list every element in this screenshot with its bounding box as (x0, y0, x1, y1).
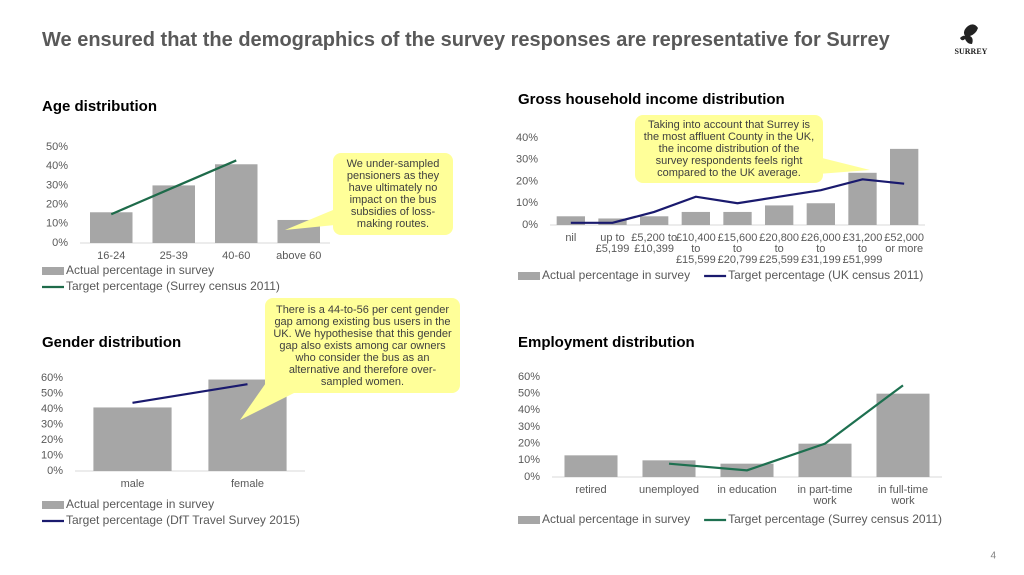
y-tick-label: 40% (41, 403, 63, 415)
bar (681, 211, 710, 225)
y-tick-label: 0% (522, 219, 538, 231)
y-tick-label: 20% (516, 175, 538, 187)
legend-label: Target percentage (Surrey census 2011) (728, 512, 942, 526)
y-tick-label: 20% (46, 199, 68, 211)
logo-icon (960, 24, 978, 44)
y-tick-label: 0% (52, 237, 68, 249)
legend-swatch (518, 272, 540, 280)
x-tick-label: male (121, 478, 145, 490)
x-tick-label: 40-60 (222, 250, 250, 262)
legend-swatch (42, 267, 64, 275)
legend-label: Actual percentage in survey (542, 268, 690, 282)
y-tick-label: 10% (41, 449, 63, 461)
x-tick-label: £10,400 to £15,599 (676, 232, 716, 266)
bar (93, 407, 172, 471)
y-tick-label: 20% (41, 434, 63, 446)
bar (564, 455, 618, 477)
legend-label: Target percentage (DfT Travel Survey 201… (66, 513, 300, 527)
logo-text: SURREY (955, 47, 988, 56)
x-tick-label: £15,600 to £20,799 (718, 232, 758, 266)
bar (890, 148, 919, 225)
callout-box (333, 153, 453, 235)
y-tick-label: 10% (516, 197, 538, 209)
bar (152, 185, 195, 243)
x-tick-label: in full-time work (878, 484, 928, 507)
slide-title: We ensured that the demographics of the … (42, 29, 890, 51)
chart-title: Employment distribution (518, 334, 695, 351)
legend-label: Actual percentage in survey (542, 512, 690, 526)
y-tick-label: 50% (46, 141, 68, 153)
y-tick-label: 60% (41, 372, 63, 384)
y-tick-label: 0% (47, 465, 63, 477)
chart-title: Gender distribution (42, 334, 181, 351)
x-tick-label: £5,200 to £10,399 (631, 232, 677, 255)
y-tick-label: 30% (518, 421, 540, 433)
x-tick-label: £31,200 to £51,999 (843, 232, 883, 266)
bar (556, 216, 585, 225)
legend-label: Target percentage (UK census 2011) (728, 268, 923, 282)
y-tick-label: 60% (518, 371, 540, 383)
callout-box (265, 298, 460, 393)
x-tick-label: 25-39 (160, 250, 188, 262)
x-tick-label: in education (717, 484, 776, 496)
callout-text: We under-sampled pensioners as they have… (346, 158, 440, 230)
x-tick-label: £52,000 or more (884, 232, 924, 255)
y-tick-label: 10% (46, 218, 68, 230)
bar (806, 203, 835, 225)
x-tick-label: retired (575, 484, 606, 496)
x-tick-label: up to £5,199 (596, 232, 630, 255)
x-tick-label: 16-24 (97, 250, 125, 262)
x-tick-label: female (231, 478, 264, 490)
x-tick-label: above 60 (276, 250, 321, 262)
y-tick-label: 20% (518, 438, 540, 450)
chart-title: Gross household income distribution (518, 91, 785, 108)
y-tick-label: 50% (518, 388, 540, 400)
y-tick-label: 30% (41, 418, 63, 430)
legend-swatch (42, 501, 64, 509)
y-tick-label: 0% (524, 471, 540, 483)
bar (90, 212, 133, 243)
line-series (110, 159, 237, 216)
bar (642, 460, 696, 477)
bar (765, 205, 794, 225)
legend-swatch (518, 516, 540, 524)
y-tick-label: 10% (518, 454, 540, 466)
y-tick-label: 40% (518, 404, 540, 416)
line-series (668, 384, 904, 472)
x-tick-label: unemployed (639, 484, 699, 496)
line-series (132, 383, 248, 404)
legend-label: Actual percentage in survey (66, 263, 214, 277)
page-number: 4 (990, 551, 996, 562)
x-tick-label: £20,800 to £25,599 (759, 232, 799, 266)
legend-label: Target percentage (Surrey census 2011) (66, 279, 280, 293)
legend-label: Actual percentage in survey (66, 497, 214, 511)
bar (876, 393, 930, 477)
y-tick-label: 40% (516, 132, 538, 144)
bar (798, 443, 852, 477)
y-tick-label: 30% (46, 179, 68, 191)
callout-text: Taking into account that Surrey is the m… (643, 119, 815, 179)
y-tick-label: 30% (516, 154, 538, 166)
x-tick-label: £26,000 to £31,199 (801, 232, 841, 266)
callout-box (635, 115, 823, 183)
bar (723, 211, 752, 225)
line-series (570, 178, 905, 224)
y-tick-label: 50% (41, 387, 63, 399)
callout-text: There is a 44-to-56 per cent gender gap … (273, 303, 452, 388)
x-tick-label: in part-time work (797, 484, 852, 507)
chart-title: Age distribution (42, 98, 157, 115)
bar (640, 216, 669, 225)
bar (215, 164, 258, 243)
x-tick-label: nil (565, 232, 576, 244)
y-tick-label: 40% (46, 160, 68, 172)
